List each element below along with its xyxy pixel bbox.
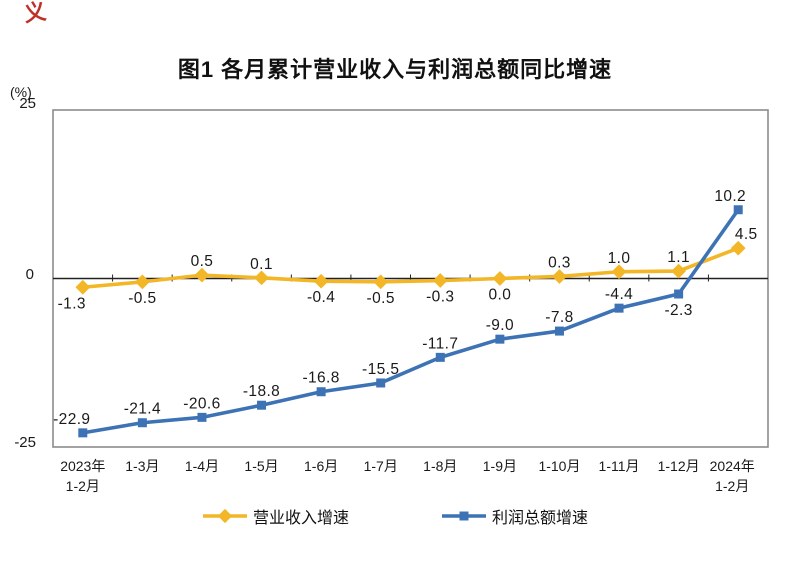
diamond-marker — [373, 274, 389, 290]
profit-growth-line — [80, 207, 741, 435]
square-marker — [78, 428, 88, 438]
x-axis-label: 1-10月 — [538, 458, 580, 474]
data-label: -18.8 — [243, 383, 280, 400]
square-marker — [674, 289, 684, 299]
data-label: -11.7 — [422, 335, 458, 352]
data-label: -0.5 — [128, 290, 156, 307]
legend-item-revenue: 营业收入增速 — [202, 504, 349, 528]
y-axis-tick-minus25: -25 — [14, 434, 36, 451]
data-label: -4.4 — [605, 286, 633, 303]
square-marker — [137, 418, 147, 428]
line-chart-plot-area: 2023年 1-2月 1-3月 1-4月 1-5月 1-6月 1-7月 1-8月 1-9月 1-1… — [52, 109, 769, 494]
data-label: -22.9 — [53, 411, 90, 428]
data-label: -21.4 — [124, 401, 161, 418]
data-label: -0.4 — [307, 289, 335, 306]
y-axis-tick-25: 25 — [19, 95, 36, 112]
revenue-growth-line — [80, 246, 741, 290]
data-label: -15.5 — [362, 361, 399, 378]
data-label: 0.0 — [489, 287, 512, 304]
legend-revenue-label: 营业收入增速 — [252, 510, 349, 527]
diamond-marker — [492, 271, 508, 286]
square-marker — [257, 400, 267, 410]
data-label: -9.0 — [486, 317, 514, 334]
square-marker — [197, 412, 207, 422]
x-axis-label: 1-7月 — [364, 458, 398, 474]
x-axis-label: 1-2月 — [715, 478, 749, 494]
diamond-marker — [313, 273, 329, 289]
x-axis-label: 1-9月 — [483, 458, 517, 474]
x-axis-label: 1-4月 — [185, 458, 219, 474]
square-marker — [614, 303, 624, 313]
x-axis-label: 1-8月 — [423, 458, 457, 474]
x-axis-label: 1-5月 — [244, 458, 278, 474]
data-label: 0.5 — [191, 253, 214, 270]
square-marker — [316, 387, 326, 397]
legend-item-profit: 利润总额增速 — [441, 504, 588, 528]
data-label: 0.3 — [548, 254, 571, 271]
data-label: 1.1 — [667, 249, 690, 266]
x-axis-label: 1-3月 — [125, 458, 159, 474]
legend-profit-line-marker-icon — [442, 511, 486, 521]
y-axis-unit-label: (%) — [10, 84, 32, 100]
diamond-marker — [552, 269, 567, 284]
data-label: -2.3 — [664, 302, 692, 319]
legend-profit-label: 利润总额增速 — [492, 510, 589, 527]
square-marker — [733, 205, 743, 215]
diamond-marker — [254, 270, 269, 286]
chart-legend: 营业收入增速 利润总额增速 — [0, 504, 790, 528]
data-label: -16.8 — [302, 370, 339, 387]
x-axis-label: 1-2月 — [66, 478, 100, 494]
diamond-marker — [75, 279, 91, 295]
data-label: 10.2 — [714, 188, 746, 205]
y-axis-tick-0: 0 — [25, 266, 34, 283]
x-axis-label: 2024年 — [710, 458, 755, 474]
chart-title: 图1 各月累计营业收入与利润总额同比增速 — [177, 57, 613, 82]
square-marker — [495, 334, 505, 344]
diamond-marker — [194, 267, 210, 283]
square-marker — [435, 352, 445, 362]
diamond-marker — [730, 240, 746, 256]
legend-revenue-line-marker-icon — [202, 508, 247, 524]
data-label: 1.0 — [608, 250, 631, 267]
diamond-marker — [135, 274, 150, 290]
diamond-marker — [671, 263, 686, 279]
square-marker — [376, 378, 386, 388]
data-label: -0.5 — [367, 290, 395, 307]
x-axis-label: 1-12月 — [658, 458, 700, 474]
x-axis-label: 1-11月 — [599, 458, 640, 474]
diamond-marker — [432, 273, 448, 288]
diamond-marker — [611, 264, 627, 280]
data-label: -7.8 — [545, 309, 573, 326]
data-label: -20.6 — [183, 395, 220, 412]
data-label: -1.3 — [58, 295, 86, 312]
data-label: 0.1 — [250, 256, 273, 273]
data-label: -0.3 — [426, 289, 454, 306]
x-axis-label: 1-6月 — [304, 458, 338, 474]
x-axis-label: 2023年 — [60, 458, 105, 474]
data-label: 4.5 — [735, 226, 758, 243]
square-marker — [554, 326, 564, 336]
